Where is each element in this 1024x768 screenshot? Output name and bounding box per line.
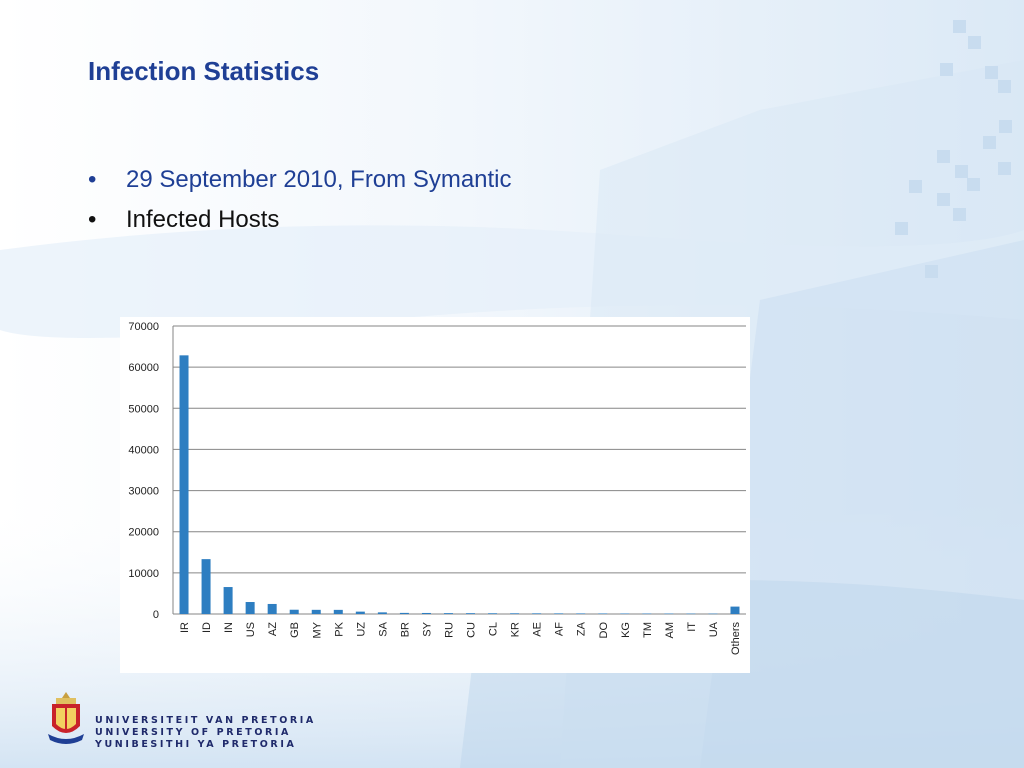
x-tick-label: AE — [532, 622, 544, 637]
bar-tm — [642, 613, 652, 615]
bullet-text: 29 September 2010, From Symantic — [126, 166, 512, 193]
bar-kg — [620, 613, 630, 615]
bar-us — [245, 602, 255, 614]
bullet-marker: • — [88, 166, 97, 193]
x-tick-label: AZ — [267, 622, 279, 636]
y-tick-label: 40000 — [128, 444, 159, 456]
x-tick-label: MY — [311, 621, 323, 638]
x-tick-label: ID — [201, 622, 213, 633]
x-tick-label: AM — [664, 622, 676, 639]
y-tick-label: 50000 — [128, 403, 159, 415]
bar-sy — [421, 612, 431, 614]
y-tick-label: 60000 — [128, 362, 159, 374]
x-tick-label: CU — [466, 622, 478, 638]
x-tick-label: IR — [179, 622, 191, 633]
bar-pk — [333, 609, 343, 614]
bar-sa — [377, 612, 387, 614]
x-tick-label: ZA — [576, 621, 588, 636]
x-tick-label: IT — [686, 622, 698, 632]
y-tick-label: 70000 — [128, 321, 159, 333]
bar-gb — [289, 609, 299, 614]
x-tick-label: GB — [289, 622, 301, 638]
bullet-item-infected-hosts: • Infected Hosts — [88, 200, 512, 240]
x-tick-label: KG — [620, 622, 632, 638]
bar-cu — [466, 613, 476, 614]
bar-az — [267, 603, 277, 614]
bullet-marker: • — [88, 206, 97, 233]
university-name: UNIVERSITEIT VAN PRETORIA UNIVERSITY OF … — [95, 715, 316, 751]
x-tick-label: AF — [554, 622, 566, 636]
bullet-item-date-source: • 29 September 2010, From Symantic — [88, 160, 512, 200]
university-name-english: UNIVERSITY OF PRETORIA — [95, 727, 291, 738]
y-tick-label: 10000 — [128, 568, 159, 580]
bar-in — [223, 587, 233, 614]
x-tick-label: CL — [488, 622, 500, 636]
bar-my — [311, 609, 321, 614]
x-tick-label: RU — [443, 622, 455, 638]
bar-kr — [510, 613, 520, 614]
university-name-sepedi: YUNIBESITHI YA PRETORIA — [95, 739, 297, 750]
x-tick-label: IN — [223, 622, 235, 633]
bullet-text: Infected Hosts — [126, 206, 280, 233]
infected-hosts-bar-chart: 0 10000 20000 30000 40000 50000 60000 70000 IR ID… — [128, 321, 746, 656]
bar-do — [598, 613, 608, 614]
bar-ua — [708, 613, 718, 615]
bar-br — [399, 612, 409, 614]
crest-icon — [48, 692, 84, 744]
bar-ru — [443, 613, 453, 614]
university-logo — [48, 692, 84, 744]
x-tick-label: TM — [642, 622, 654, 638]
x-tick-label: Others — [730, 622, 742, 656]
x-tick-label: US — [245, 622, 257, 637]
bar-af — [554, 613, 564, 614]
bar-it — [686, 613, 696, 615]
bar-others — [730, 606, 740, 614]
x-tick-label: KR — [510, 622, 522, 637]
x-tick-label: UZ — [355, 622, 367, 637]
bar-cl — [488, 613, 498, 614]
chart-panel: 0 10000 20000 30000 40000 50000 60000 70000 IR ID… — [120, 317, 750, 673]
bar-za — [576, 613, 586, 614]
bar-uz — [355, 611, 365, 614]
university-name-afrikaans: UNIVERSITEIT VAN PRETORIA — [95, 715, 316, 726]
bar-id — [201, 559, 211, 614]
bullet-list: • 29 September 2010, From Symantic • Inf… — [88, 160, 512, 240]
x-tick-label: SA — [377, 621, 389, 636]
x-tick-label: DO — [598, 622, 610, 639]
x-tick-label: PK — [333, 621, 345, 636]
y-tick-label: 20000 — [128, 527, 159, 539]
bar-ir — [179, 355, 189, 614]
x-tick-label: UA — [708, 621, 720, 637]
bar-ae — [532, 613, 542, 614]
bar-am — [664, 613, 674, 615]
y-tick-label: 0 — [153, 609, 159, 621]
x-tick-label: SY — [421, 621, 433, 636]
slide-title: Infection Statistics — [88, 56, 320, 86]
y-tick-label: 30000 — [128, 486, 159, 498]
x-tick-label: BR — [399, 622, 411, 637]
